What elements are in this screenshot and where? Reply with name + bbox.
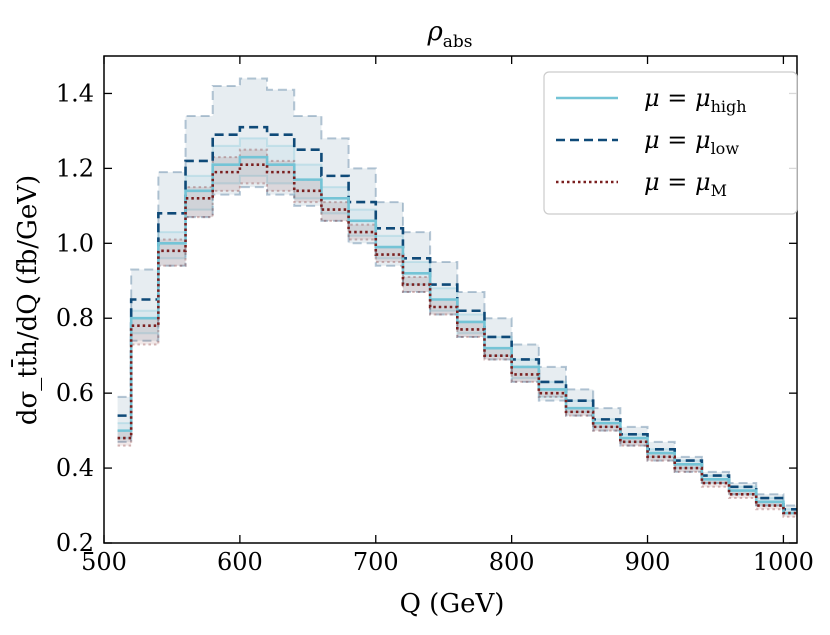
- legend-label-main: μ = μ: [644, 84, 711, 112]
- x-axis-title: Q (GeV): [400, 589, 505, 619]
- chart-title-sub: abs: [443, 32, 473, 52]
- y-tick-label: 0.2: [56, 529, 94, 557]
- legend-box: [543, 71, 798, 215]
- y-axis: 0.2 0.4 0.6 0.8 1.0 1.2 1.4: [56, 79, 797, 557]
- legend-label-sub: low: [711, 139, 740, 158]
- x-tick-label: 600: [217, 548, 263, 576]
- x-tick-label: 700: [353, 548, 399, 576]
- legend-label-sub: high: [711, 97, 747, 116]
- band-fill-low: [117, 78, 797, 514]
- y-tick-label: 0.6: [56, 379, 94, 407]
- y-tick-label: 0.4: [56, 454, 94, 482]
- x-tick-label: 500: [81, 548, 127, 576]
- legend-label-sub: M: [711, 181, 727, 200]
- band-lower-edge-low: [117, 186, 797, 515]
- legend-label-main: μ = μ: [644, 168, 711, 196]
- x-axis: 500 600 700 800 900 1000: [81, 56, 814, 576]
- legend-label-main: μ = μ: [644, 126, 711, 154]
- y-tick-label: 1.4: [56, 79, 94, 107]
- legend-label-high: μ = μhigh: [644, 84, 747, 116]
- x-tick-label: 1000: [753, 548, 814, 576]
- y-tick-label: 0.8: [56, 304, 94, 332]
- band-lower-edge-m: [117, 182, 797, 518]
- x-tick-label: 800: [489, 548, 535, 576]
- band-upper-edge-low: [117, 77, 797, 507]
- legend-label-low: μ = μlow: [644, 126, 739, 158]
- chart-title: ρabs: [426, 17, 472, 52]
- chart-title-main: ρ: [426, 17, 443, 47]
- y-tick-label: 1.2: [56, 154, 94, 182]
- series-lines: [117, 125, 797, 515]
- series-line-low: [117, 125, 797, 511]
- legend-label-m: μ = μM: [644, 168, 727, 200]
- x-tick-label: 900: [625, 548, 671, 576]
- series-line-m: [117, 163, 797, 515]
- plot-frame: [103, 55, 798, 544]
- y-tick-label: 1.0: [56, 229, 94, 257]
- y-axis-title: dσ_tt̄h/dQ (fb/GeV): [10, 175, 43, 425]
